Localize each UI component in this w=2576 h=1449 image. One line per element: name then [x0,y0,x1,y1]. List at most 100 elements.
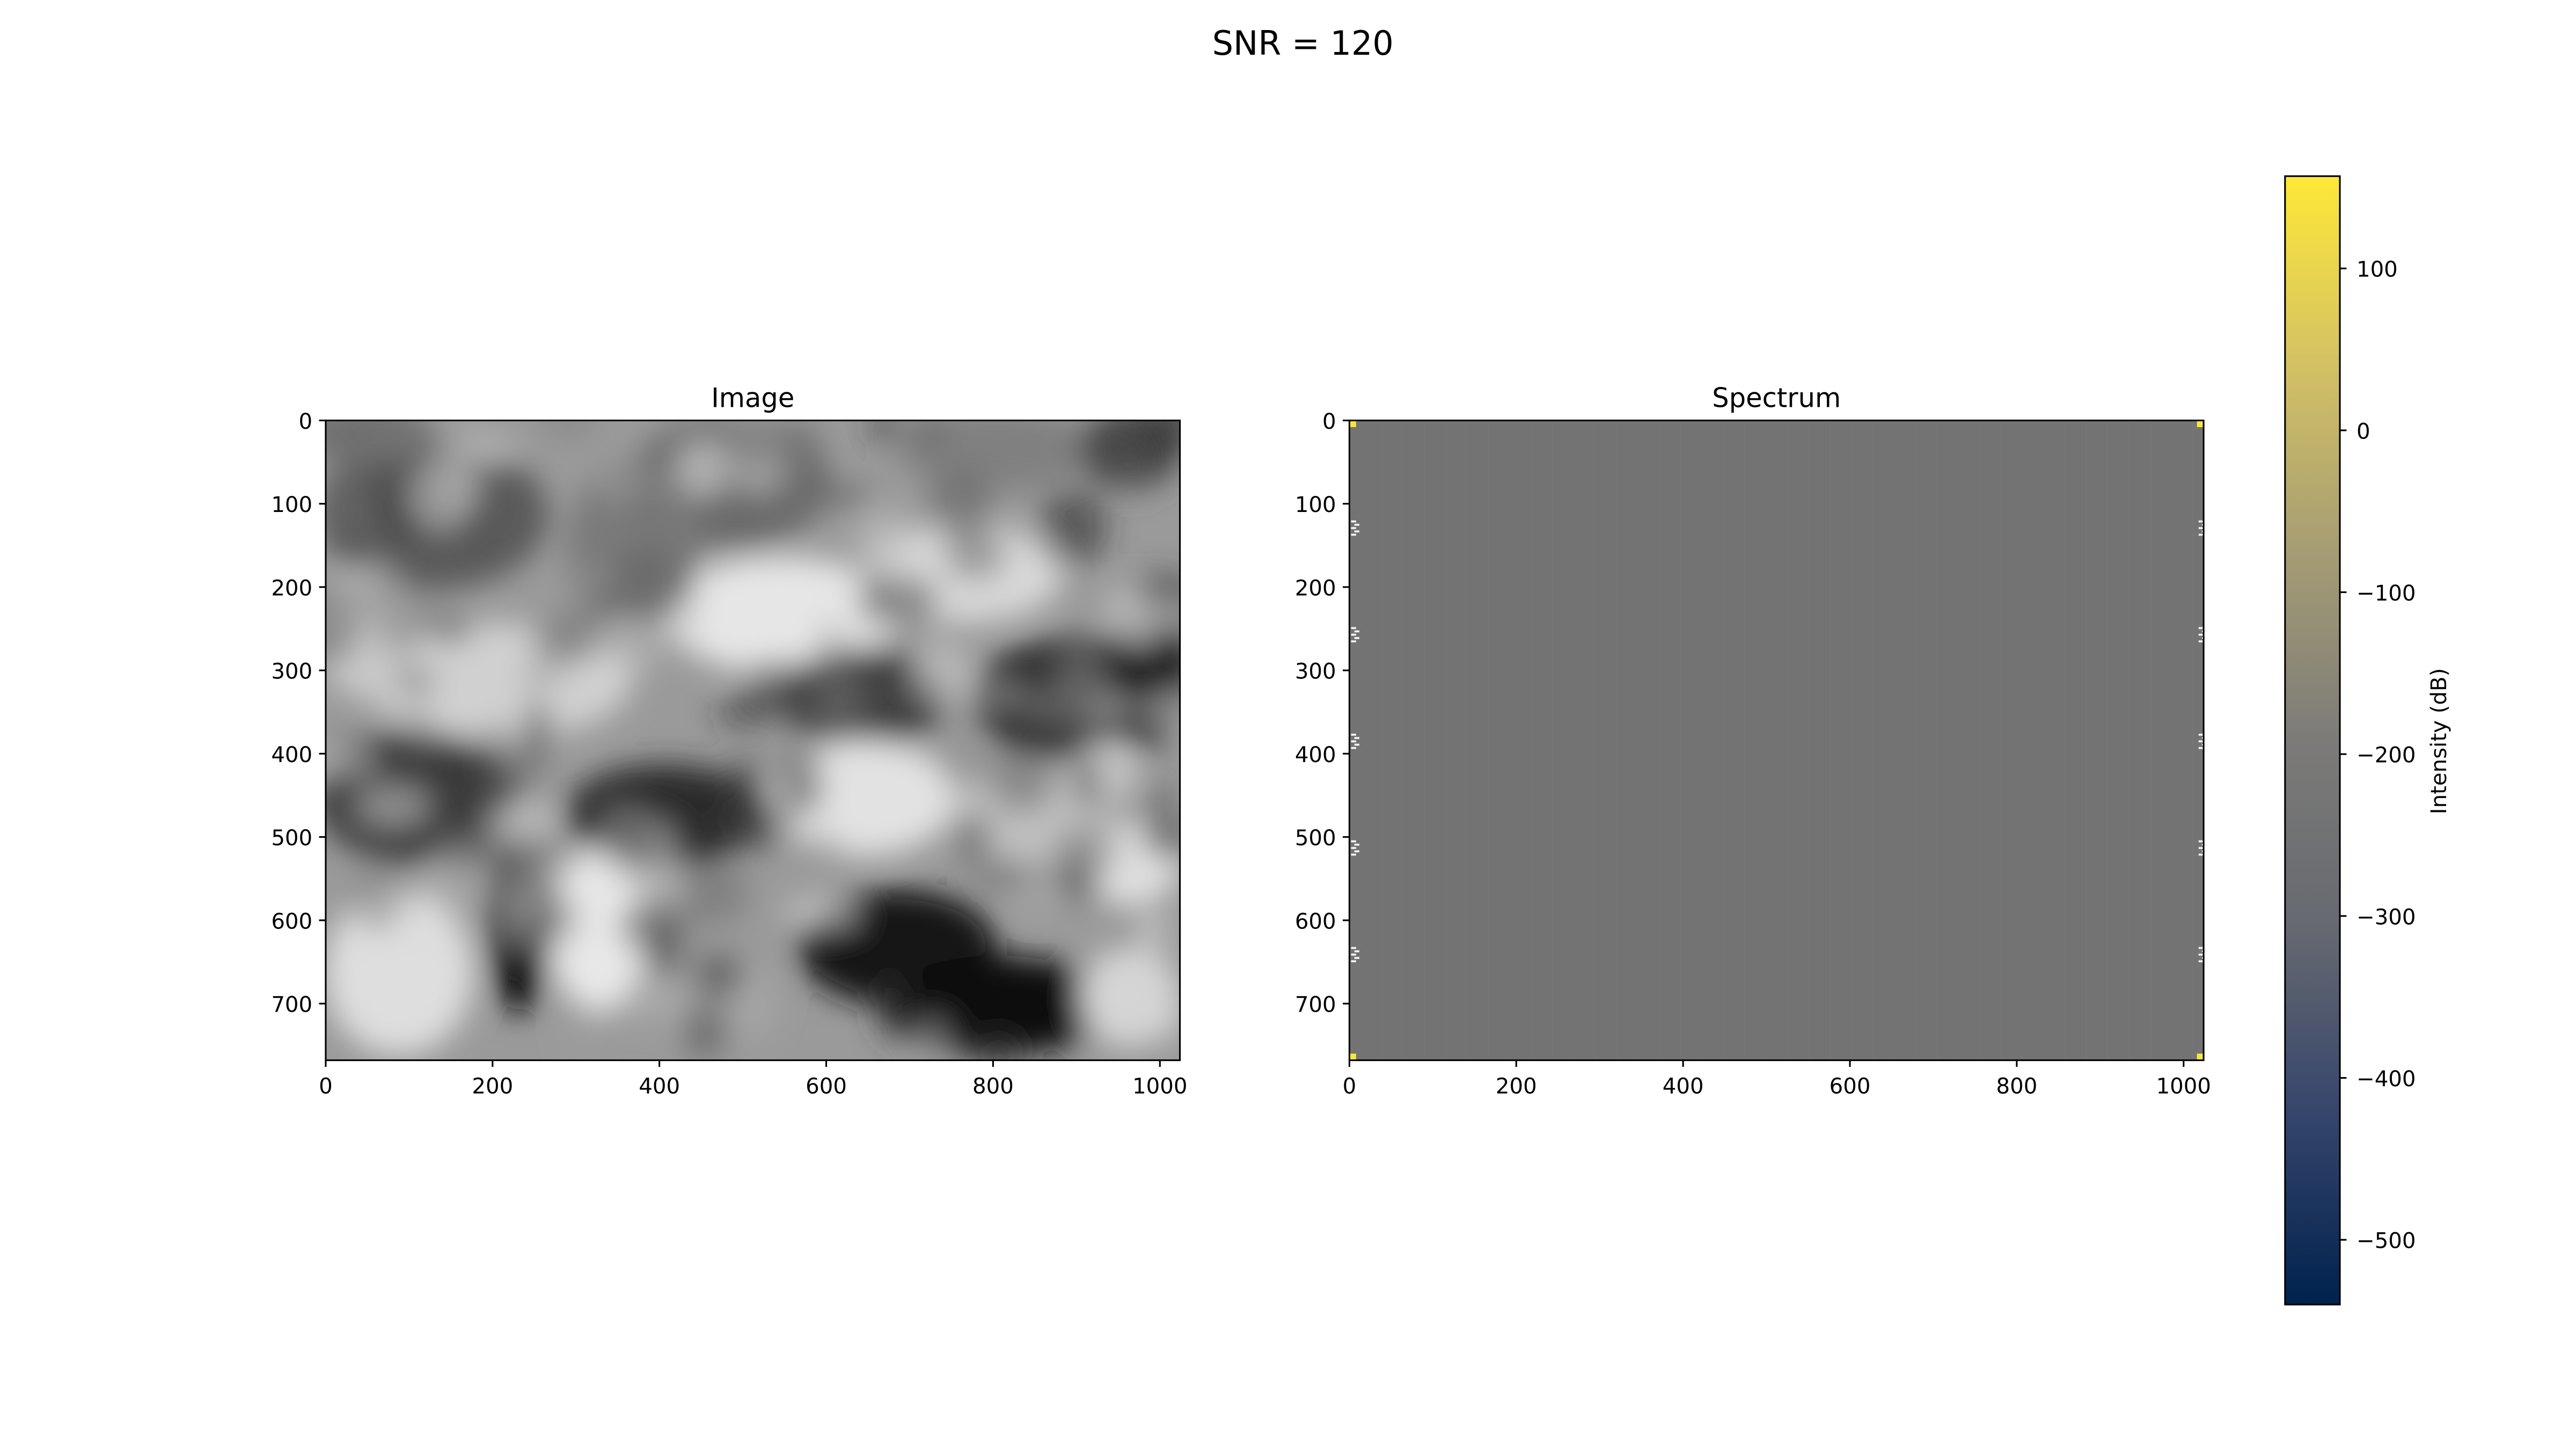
spectrum-y-tick-label: 500 [1295,826,1336,851]
image-texture-blob [1144,780,1179,858]
spectrum-artifact-mark [2198,520,2204,523]
spectrum-artifact-mark [2198,633,2204,636]
image-texture-blob [325,471,363,537]
spectrum-artifact-mark [1354,523,1360,526]
image-texture-blob [823,484,872,510]
image-texture-blob [779,748,823,818]
spectrum-artifact-mark [2198,627,2204,630]
image-texture-blob [927,469,993,541]
spectrum-x-tick-label: 0 [1343,1074,1357,1099]
spectrum-artifact-mark [2198,640,2204,642]
spectrum-artifact-mark [1351,527,1356,529]
spectrum-y-axis: 0 100 200 300 400 500 600 700 [1295,409,1350,1018]
spectrum-y-tick-label: 200 [1295,576,1336,601]
image-texture-blob [1037,487,1108,567]
image-texture-blob [406,463,475,531]
image-texture-blob [401,689,426,733]
spectrum-x-tick-label: 600 [1829,1074,1871,1099]
image-texture-blob [1133,420,1180,463]
spectrum-artifact-mark [1354,737,1360,740]
spectrum-artifact-mark [2198,734,2204,736]
image-texture-blob [591,614,661,671]
image-texture-blob [1121,984,1180,1043]
spectrum-artifact-mark [1351,840,1356,843]
image-texture-blob [1024,692,1060,726]
spectrum-y-tick-label: 700 [1295,993,1336,1018]
image-texture-blob [519,667,560,689]
image-texture-blob [911,1015,952,1056]
colorbar-tick-label: −200 [2357,743,2416,768]
image-texture-blob [1074,759,1104,809]
image-texture-blob [1118,463,1144,492]
image-texture-blob [1067,629,1102,653]
spectrum-y-tick-label: 100 [1295,493,1336,517]
image-texture-blob [910,643,974,706]
image-texture-blob [716,799,792,851]
spectrum-artifact-mark [2198,527,2204,529]
spectrum-artifact-mark [1351,734,1356,736]
image-texture-blob [916,420,943,449]
image-texture-blob [431,618,471,645]
image-texture-blob [325,728,377,749]
image-x-tick-label: 1000 [1132,1074,1187,1099]
image-texture-blob [869,420,901,444]
image-texture-blob [932,736,989,780]
spectrum-artifact-mark [1351,520,1356,523]
spectrum-artifacts [1349,420,2207,1060]
spectrum-artifact-mark [1351,627,1356,630]
image-texture-blob [727,756,762,803]
image-texture-blob [1054,826,1119,875]
spectrum-artifact-mark [1351,740,1356,743]
image-texture-blob [453,420,479,443]
spectrum-y-tick-label: 0 [1322,409,1336,434]
image-panel: Image 0 200 400 600 800 1000 0 100 200 300 400 500… [271,383,1188,1099]
spectrum-artifact-mark [1354,630,1360,633]
spectrum-x-tick-label: 200 [1496,1074,1537,1099]
image-panel-title: Image [711,383,794,414]
colorbar-label: Intensity (dB) [2427,668,2451,815]
image-texture-blob [673,861,749,925]
image-texture-blob [717,420,780,470]
image-texture-blob [631,498,667,533]
spectrum-artifact-mark [2198,853,2204,856]
spectrum-artifact-mark [2198,533,2204,536]
image-y-tick-label: 500 [271,826,312,851]
figure-title: SNR = 120 [1212,24,1394,63]
image-texture-blob [325,583,362,662]
image-texture-blob [393,668,437,691]
spectrum-artifact-mark [2198,847,2204,849]
colorbar-tick-label: 0 [2357,419,2370,444]
image-heatmap [325,420,1180,1060]
spectrum-artifact-mark [2198,947,2204,949]
image-texture-blob [619,977,692,1023]
image-texture-blob [1134,912,1168,951]
image-texture-blob [974,1031,1022,1060]
spectrum-artifact-mark [2198,953,2204,956]
spectrum-artifact-mark [2198,840,2204,843]
image-x-tick-label: 0 [319,1074,333,1099]
image-texture-blob [619,541,695,619]
image-texture-blob [354,784,431,829]
image-x-tick-label: 600 [806,1074,847,1099]
image-texture-blob [562,559,617,592]
colorbar: 100 0 −100 −200 −300 −400 −500 Intensity (dB) [2284,175,2451,1306]
spectrum-artifact-mark [1354,957,1360,959]
image-y-tick-label: 300 [271,660,312,684]
spectrum-corner-peak [2197,420,2204,427]
spectrum-x-tick-label: 1000 [2156,1074,2211,1099]
image-x-axis: 0 200 400 600 800 1000 [319,1060,1188,1099]
image-texture-blob [964,682,1030,707]
image-texture-blob [1144,688,1180,737]
spectrum-y-tick-label: 300 [1295,660,1336,684]
spectrum-artifact-mark [1351,947,1356,949]
image-texture-blob [987,747,1056,813]
colorbar-axis: 100 0 −100 −200 −300 −400 −500 [2340,258,2416,1254]
colorbar-tick-label: −300 [2357,905,2416,930]
image-texture-blob [596,804,662,879]
image-x-tick-label: 200 [472,1074,513,1099]
spectrum-artifact-mark [1351,633,1356,636]
image-texture-blob [377,453,416,475]
image-x-tick-label: 800 [972,1074,1014,1099]
image-texture-blob [944,527,1006,581]
